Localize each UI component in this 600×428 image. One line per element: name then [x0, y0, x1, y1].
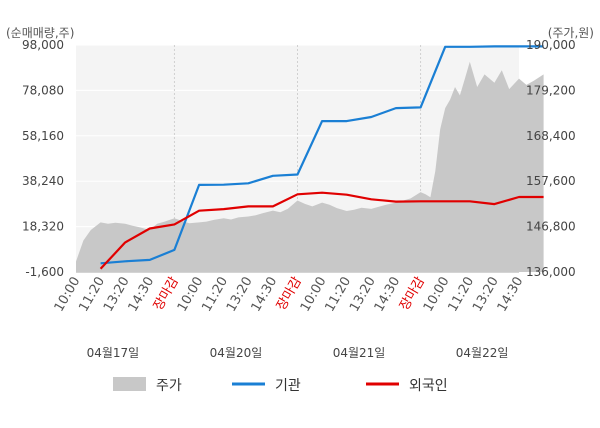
right-tick-label: 146,800	[526, 220, 576, 234]
left-tick-label: 78,080	[22, 83, 64, 97]
right-axis-title: (주가,원)	[548, 26, 594, 40]
price-area-layer	[76, 61, 544, 272]
legend: 주가 기관 외국인	[113, 377, 448, 394]
legend-swatch-price	[113, 377, 146, 391]
legend-label: 기관	[275, 378, 301, 394]
institution-series-line	[100, 45, 544, 265]
date-label: 04월20일	[210, 346, 263, 360]
right-tick-label: 190,000	[526, 38, 576, 52]
date-labels: 04월17일 04월20일 04월21일 04월22일	[87, 346, 509, 360]
left-tick-label: -1,600	[25, 265, 64, 279]
left-tick-label: 18,320	[22, 220, 64, 234]
right-tick-label: 168,400	[526, 129, 576, 143]
right-tick-label: 179,200	[526, 83, 576, 97]
legend-label: 외국인	[409, 378, 448, 394]
left-axis-ticks: 98,000 78,080 58,160 38,240 18,320 -1,600	[22, 38, 64, 279]
left-tick-label: 38,240	[22, 174, 64, 188]
right-tick-label: 136,000	[526, 265, 576, 279]
right-tick-label: 157,600	[526, 174, 576, 188]
left-tick-label: 58,160	[22, 129, 64, 143]
price-area-series	[76, 61, 544, 272]
left-tick-label: 98,000	[22, 38, 64, 52]
left-axis-title: (순매매량,주)	[6, 26, 74, 40]
date-label: 04월17일	[87, 346, 140, 360]
foreign-series-line	[99, 191, 544, 270]
right-axis-ticks: 190,000 179,200 168,400 157,600 146,800 136,0…	[526, 38, 576, 279]
legend-label: 주가	[156, 378, 182, 394]
series-lines	[99, 45, 544, 270]
date-label: 04월21일	[333, 346, 386, 360]
date-label: 04월22일	[456, 346, 509, 360]
